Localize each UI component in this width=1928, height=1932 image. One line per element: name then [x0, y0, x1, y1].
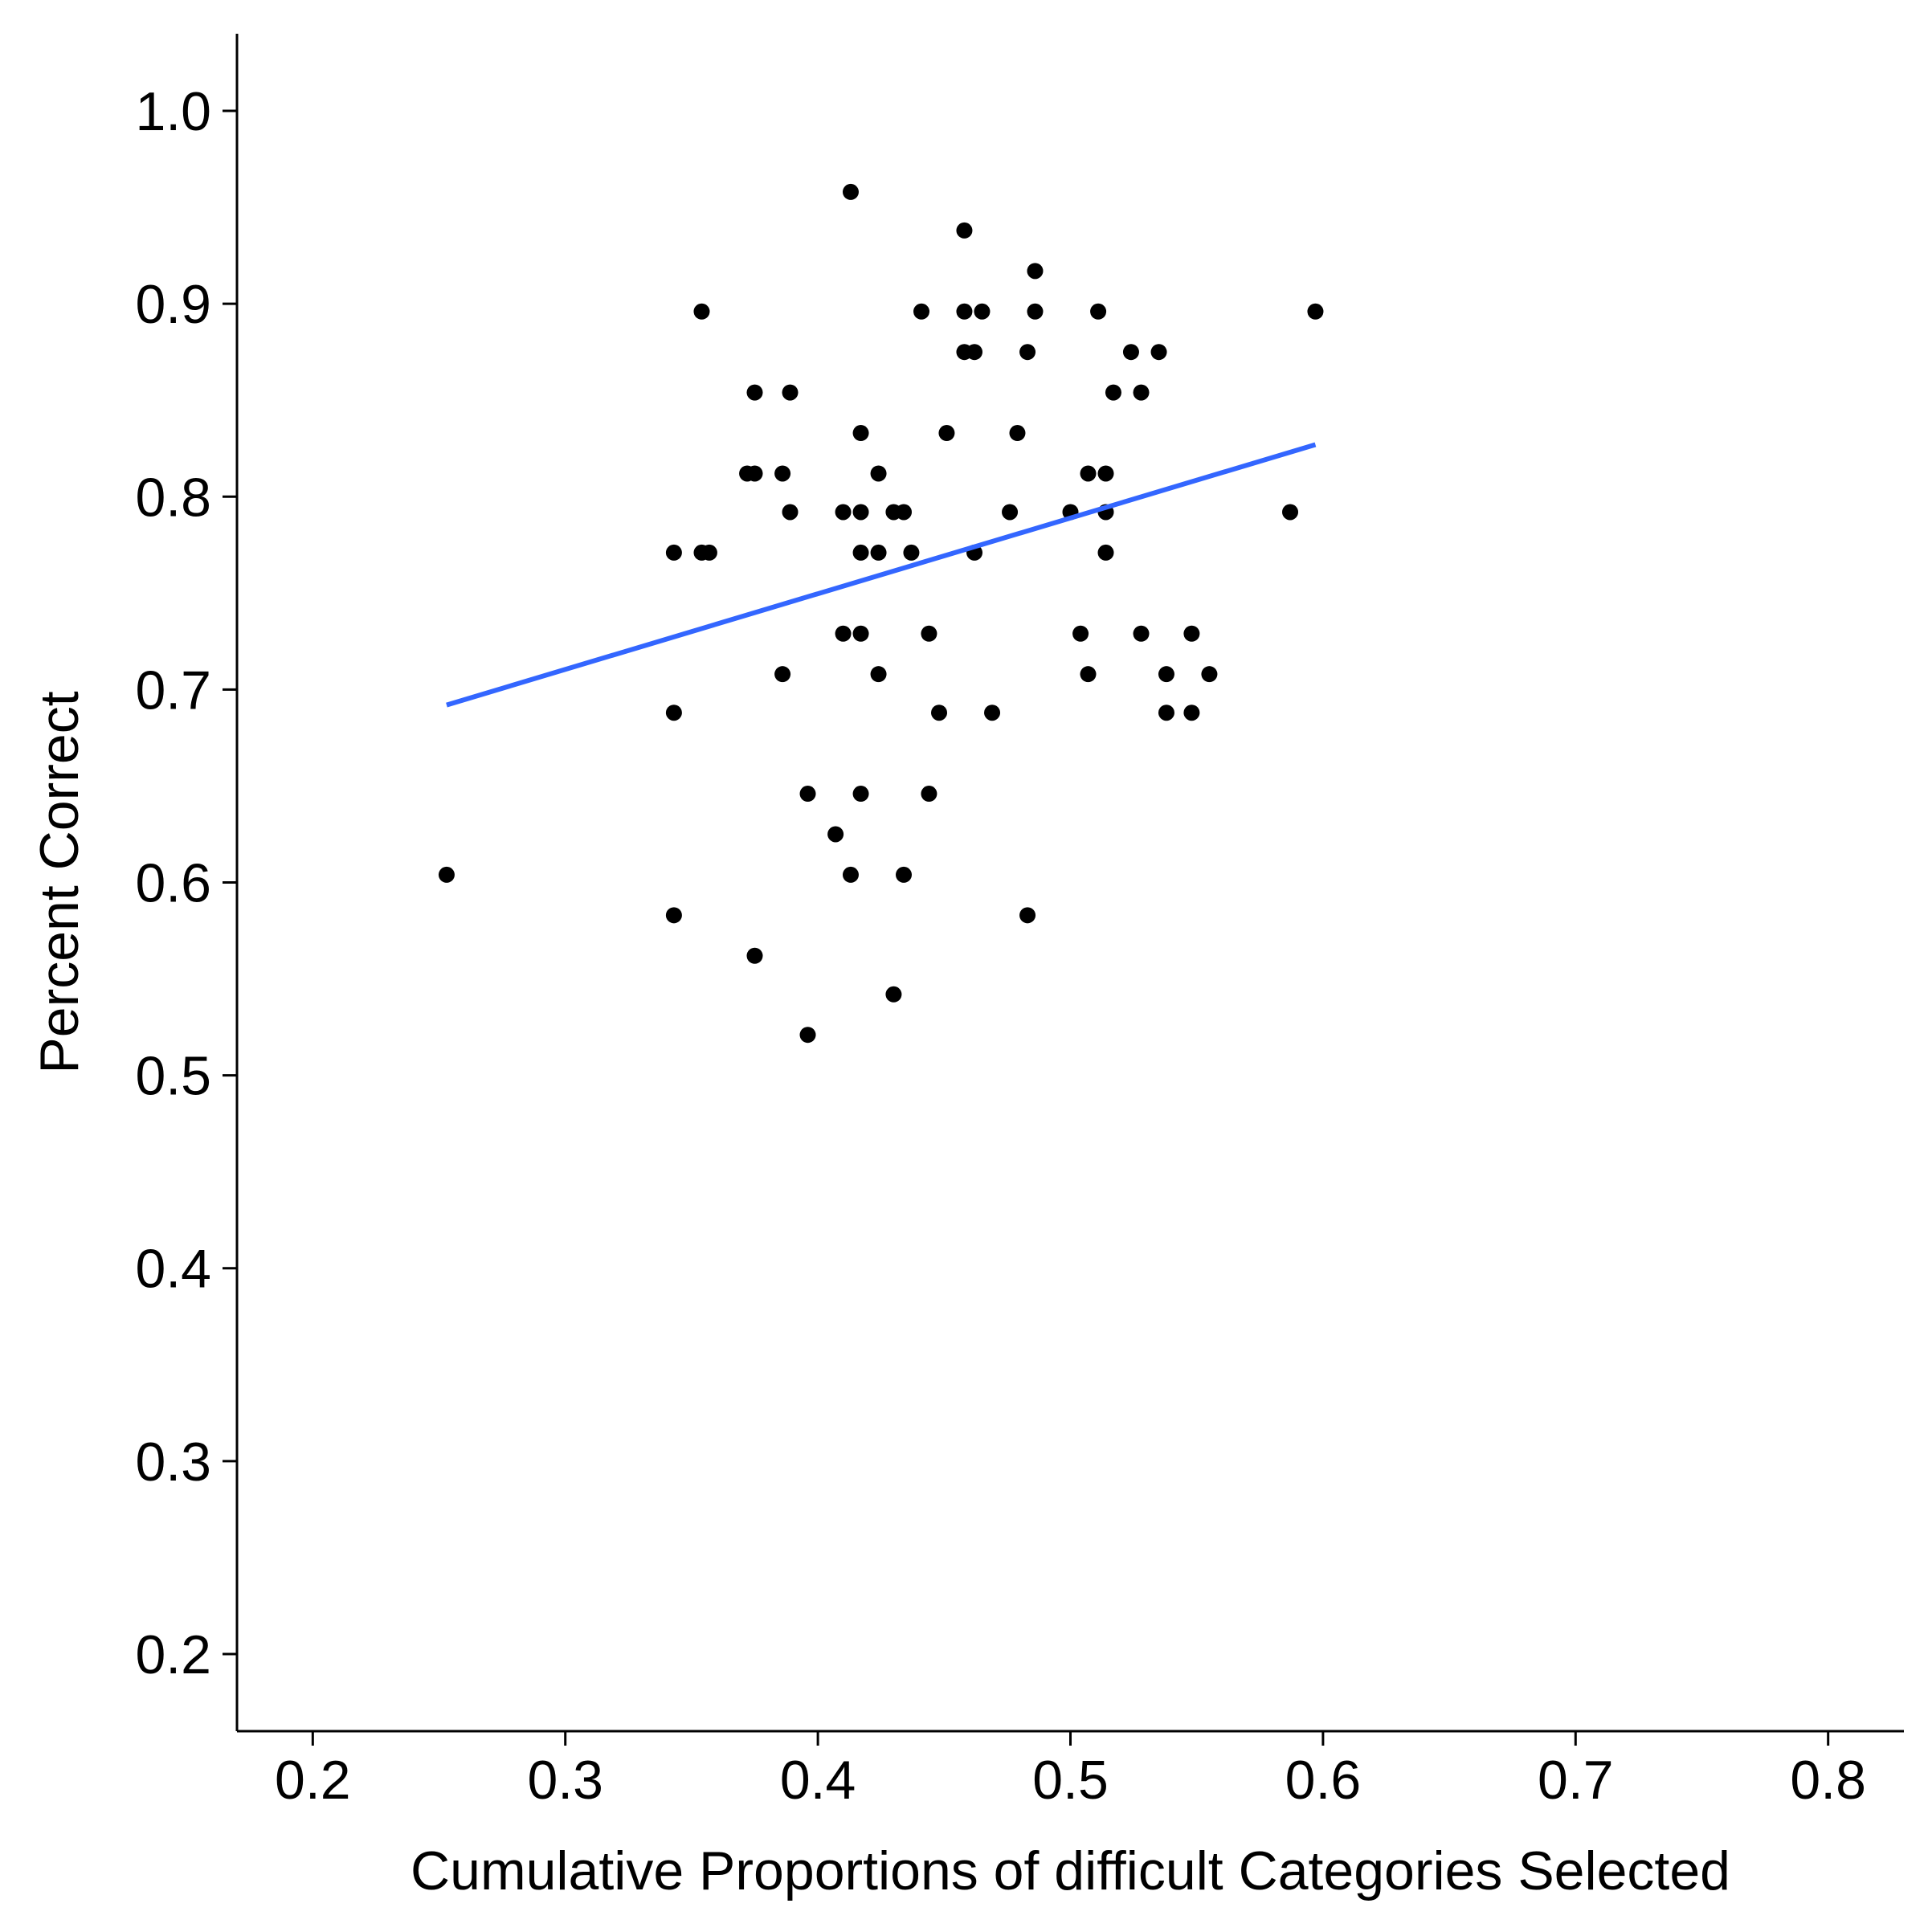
data-point — [966, 344, 983, 361]
data-point — [438, 866, 455, 883]
x-tick-label: 0.6 — [1285, 1750, 1362, 1811]
data-point — [1080, 666, 1097, 683]
data-point — [1150, 344, 1167, 361]
data-point — [1027, 303, 1044, 320]
data-point — [1090, 303, 1107, 320]
regression-line — [446, 442, 1317, 708]
y-tick-label: 0.4 — [135, 1239, 211, 1300]
data-point — [1105, 384, 1121, 401]
x-axis-title: Cumulative Proportions of difficult Cate… — [411, 1840, 1730, 1901]
data-point — [842, 866, 859, 883]
data-point — [852, 786, 869, 803]
data-point — [852, 425, 869, 442]
y-axis-title: Percent Correct — [29, 691, 90, 1073]
data-point — [984, 705, 1001, 721]
y-tick-label: 0.7 — [135, 660, 211, 721]
data-point — [974, 303, 991, 320]
data-point — [1183, 705, 1200, 721]
data-point — [931, 705, 948, 721]
data-point — [1019, 907, 1036, 924]
data-point — [665, 907, 682, 924]
data-point — [1158, 666, 1174, 683]
data-point — [1009, 425, 1026, 442]
data-point — [852, 504, 869, 521]
data-point — [913, 303, 930, 320]
data-point — [938, 425, 955, 442]
data-point — [852, 544, 869, 561]
x-tick-label: 0.3 — [527, 1750, 603, 1811]
axes — [235, 34, 1904, 1733]
data-point — [842, 183, 859, 200]
data-point — [896, 866, 912, 883]
data-point — [835, 504, 852, 521]
data-point — [665, 705, 682, 721]
data-point — [746, 384, 763, 401]
data-point — [1158, 705, 1174, 721]
data-point — [896, 504, 912, 521]
data-point — [799, 786, 816, 803]
x-tick-label: 0.7 — [1538, 1750, 1614, 1811]
x-axis-ticks: 0.2 0.3 0.4 0.5 0.6 0.7 0.8 — [275, 1731, 1866, 1811]
data-point — [1019, 344, 1036, 361]
data-point — [1122, 344, 1139, 361]
data-point — [782, 504, 799, 521]
y-tick-label: 0.3 — [135, 1432, 211, 1493]
data-point — [1002, 504, 1019, 521]
data-point — [827, 826, 844, 843]
data-point — [782, 384, 799, 401]
y-axis-ticks: 0.2 0.3 0.4 0.5 0.6 0.7 0.8 0.9 1.0 — [135, 81, 237, 1685]
y-tick-label: 0.2 — [135, 1624, 211, 1685]
y-tick-label: 0.6 — [135, 853, 211, 914]
data-point — [1133, 384, 1150, 401]
data-point — [1097, 465, 1114, 482]
data-point — [1080, 465, 1097, 482]
x-tick-label: 0.4 — [780, 1750, 856, 1811]
data-point — [746, 947, 763, 964]
data-point — [1133, 625, 1150, 642]
data-point — [870, 465, 887, 482]
data-point — [903, 544, 920, 561]
data-point — [1183, 625, 1200, 642]
data-point — [956, 222, 973, 239]
data-point — [701, 544, 717, 561]
data-point — [746, 465, 763, 482]
data-point — [665, 544, 682, 561]
data-point — [852, 625, 869, 642]
y-tick-label: 0.8 — [135, 467, 211, 528]
data-point — [774, 465, 791, 482]
data-point — [1201, 666, 1218, 683]
data-point — [870, 666, 887, 683]
data-point — [1072, 625, 1089, 642]
data-point — [1027, 263, 1044, 280]
data-point — [885, 986, 902, 1003]
y-tick-label: 1.0 — [135, 81, 211, 142]
data-point — [1282, 504, 1299, 521]
x-tick-label: 0.2 — [275, 1750, 351, 1811]
data-point — [1097, 544, 1114, 561]
regression-fit — [446, 442, 1317, 708]
x-tick-label: 0.8 — [1790, 1750, 1866, 1811]
y-tick-label: 0.9 — [135, 274, 211, 335]
data-point — [774, 666, 791, 683]
data-point — [956, 303, 973, 320]
x-tick-label: 0.5 — [1032, 1750, 1109, 1811]
data-points — [438, 183, 1324, 1044]
data-point — [799, 1027, 816, 1044]
data-point — [921, 786, 937, 803]
data-point — [921, 625, 937, 642]
data-point — [693, 303, 710, 320]
y-tick-label: 0.5 — [135, 1046, 211, 1107]
data-point — [835, 625, 852, 642]
data-point — [1307, 303, 1324, 320]
data-point — [870, 544, 887, 561]
